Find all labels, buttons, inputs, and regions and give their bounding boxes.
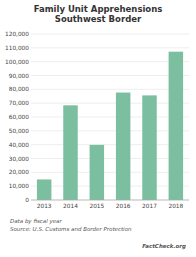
y-tick-label: 10,000 — [9, 183, 30, 189]
grid-line — [31, 89, 189, 90]
y-tick-label: 80,000 — [9, 86, 30, 92]
grid-line — [31, 130, 189, 131]
bar — [37, 179, 51, 200]
bar — [90, 145, 104, 200]
grid-line — [31, 34, 189, 35]
background — [0, 0, 196, 257]
x-tick-label: 2016 — [116, 203, 131, 209]
grid-line — [31, 61, 189, 62]
y-tick-label: 0 — [25, 197, 29, 203]
grid-line — [31, 186, 189, 187]
y-tick-label: 70,000 — [9, 100, 30, 106]
bars — [37, 52, 183, 200]
y-tick-label: 100,000 — [5, 59, 29, 65]
x-tick-label: 2014 — [63, 203, 78, 209]
subtitle: Southwest Border — [55, 14, 142, 24]
annotation: Source: U.S. Customs and Border Protecti… — [10, 226, 132, 232]
grid-line — [31, 172, 189, 173]
grid-line — [31, 144, 189, 145]
title: Family Unit Apprehensions — [34, 4, 163, 14]
y-tick-label: 50,000 — [9, 128, 30, 134]
x-axis-line — [31, 200, 189, 201]
x-tick-label: 2018 — [168, 203, 183, 209]
x-tick-labels: 2013 2014 2015 2016 2017 2018 — [37, 203, 184, 209]
y-tick-label: 40,000 — [9, 142, 30, 148]
grid-line — [31, 103, 189, 104]
x-tick-label: 2017 — [142, 203, 157, 209]
y-tick-label: 90,000 — [9, 73, 30, 79]
y-tick-label: 110,000 — [5, 45, 29, 51]
grid-line — [31, 117, 189, 118]
grid-line — [31, 47, 189, 48]
y-tick-label: 120,000 — [5, 31, 29, 37]
chart: Family Unit ApprehensionsSouthwest Borde… — [0, 0, 196, 257]
bar — [116, 93, 130, 200]
y-tick-label: 60,000 — [9, 114, 30, 120]
y-tick-label: 20,000 — [9, 169, 30, 175]
y-tick-labels: 0 10,000 20,000 30,000 40,000 50,000 60,000 70,… — [5, 31, 29, 203]
grid — [31, 34, 189, 200]
x-tick-label: 2013 — [37, 203, 52, 209]
x-tick-label: 2015 — [89, 203, 104, 209]
grid-line — [31, 200, 189, 201]
bar — [63, 105, 77, 200]
grid-line — [31, 158, 189, 159]
y-tick-label: 30,000 — [9, 156, 30, 162]
annotation: Data by fiscal year — [10, 218, 62, 225]
chart-container: Family Unit ApprehensionsSouthwest Borde… — [0, 0, 196, 257]
bar — [142, 95, 156, 200]
bar — [169, 52, 183, 200]
grid-line — [31, 75, 189, 76]
annotation: FactCheck.org — [142, 243, 186, 250]
